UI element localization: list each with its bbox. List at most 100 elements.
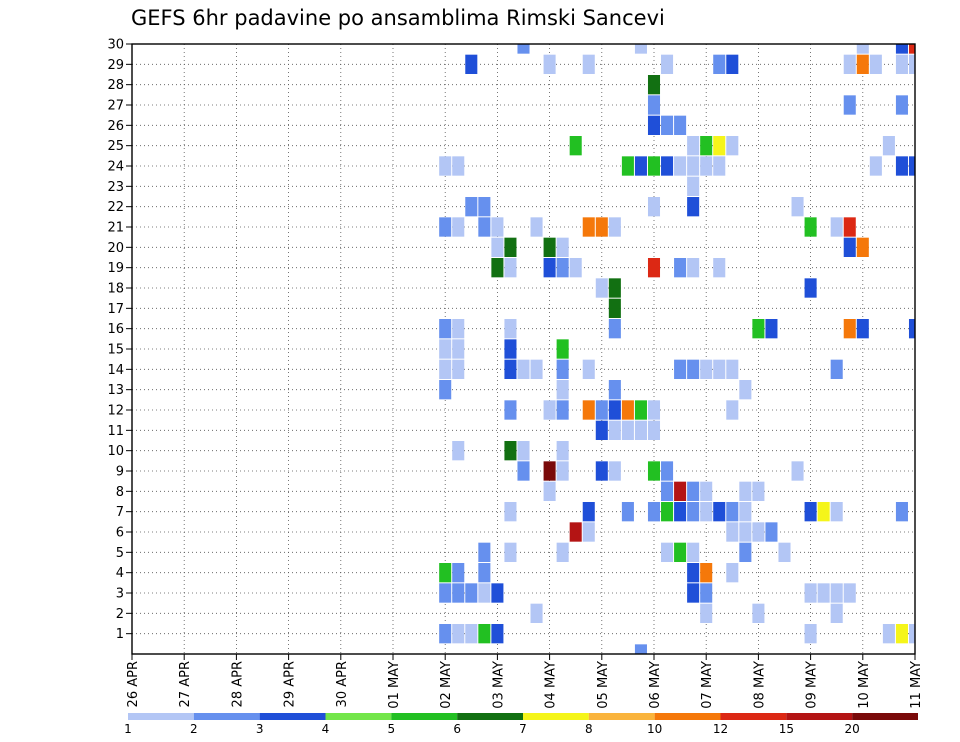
colorbar-label: 8: [585, 722, 593, 736]
precip-cell: [700, 563, 713, 583]
precip-cell: [439, 339, 452, 359]
precip-cell: [530, 217, 543, 237]
precip-cell: [543, 237, 556, 257]
colorbar-swatch: [654, 713, 721, 720]
precip-cell: [687, 502, 700, 522]
precip-cell: [621, 420, 634, 440]
y-tick-label: 15: [107, 343, 124, 358]
colorbar-swatch: [786, 713, 853, 720]
precip-cell: [674, 115, 687, 135]
precip-cell: [726, 359, 739, 379]
precip-cell: [621, 400, 634, 420]
precip-cell: [843, 583, 856, 603]
precip-cell: [556, 258, 569, 278]
precip-cell: [830, 502, 843, 522]
precip-cell: [687, 136, 700, 156]
precip-cell: [595, 400, 608, 420]
precip-cell: [452, 339, 465, 359]
precip-cell: [739, 481, 752, 501]
colorbar-label: 10: [647, 722, 662, 736]
y-axis-ticks: 1234567891011121314151617181920212223242…: [107, 38, 132, 642]
precip-cell: [661, 481, 674, 501]
precip-cell: [569, 522, 582, 542]
x-tick-label: 07 MAY: [700, 661, 715, 709]
precip-cell: [752, 603, 765, 623]
precip-cell: [895, 156, 908, 176]
colorbar-swatch: [128, 713, 194, 720]
precip-cell: [674, 502, 687, 522]
x-tick-label: 26 APR: [126, 661, 141, 707]
precip-cell: [674, 481, 687, 501]
precip-cell: [817, 583, 830, 603]
precip-cell: [661, 502, 674, 522]
precip-cell: [895, 502, 908, 522]
precip-cell: [687, 156, 700, 176]
precip-cell: [882, 136, 895, 156]
precip-cell: [752, 481, 765, 501]
x-tick-label: 04 MAY: [544, 661, 559, 709]
precip-cell: [543, 54, 556, 74]
precip-cell: [674, 359, 687, 379]
precip-cell: [647, 258, 661, 278]
x-tick-label: 09 MAY: [805, 661, 820, 709]
colorbar-swatch: [325, 713, 392, 720]
precip-cell: [608, 278, 621, 298]
precip-cell: [843, 237, 856, 257]
precip-cell: [634, 420, 647, 440]
y-tick-label: 18: [107, 282, 124, 297]
colorbar-swatch: [720, 713, 787, 720]
precip-cell: [843, 217, 856, 237]
precip-cell: [765, 522, 778, 542]
precip-cell: [439, 217, 452, 237]
y-tick-label: 28: [107, 78, 124, 93]
precip-cell: [595, 278, 608, 298]
precip-cell: [608, 400, 621, 420]
precip-cell: [556, 400, 569, 420]
precip-cell: [595, 217, 608, 237]
y-tick-label: 8: [116, 485, 124, 500]
precip-cell: [608, 319, 621, 339]
precip-cell: [895, 44, 908, 54]
precip-cell: [739, 380, 752, 400]
precip-cell: [478, 583, 491, 603]
y-tick-label: 19: [107, 261, 124, 276]
y-tick-label: 6: [116, 526, 124, 541]
precip-cell: [895, 624, 908, 644]
precip-cell: [556, 339, 569, 359]
precip-cell: [713, 359, 726, 379]
precip-cell: [647, 400, 661, 420]
precip-cell: [661, 461, 674, 481]
precip-cell: [582, 522, 595, 542]
precip-cell: [856, 54, 869, 74]
y-tick-label: 24: [107, 160, 124, 175]
precip-cell: [504, 339, 517, 359]
precip-cell: [700, 156, 713, 176]
precip-cell: [608, 420, 621, 440]
precip-cell: [687, 542, 700, 562]
precip-cell: [634, 400, 647, 420]
colorbar-swatch: [523, 713, 589, 720]
precip-cell: [700, 136, 713, 156]
precip-cell: [439, 380, 452, 400]
precip-cell: [465, 583, 478, 603]
precip-cell: [556, 542, 569, 562]
precip-cell: [452, 156, 465, 176]
precip-cell: [504, 542, 517, 562]
precip-cell: [517, 44, 530, 54]
precip-cell: [647, 420, 661, 440]
x-tick-label: 11 MAY: [909, 661, 924, 709]
precip-cell: [582, 217, 595, 237]
precip-cell: [439, 319, 452, 339]
precip-cell: [830, 583, 843, 603]
y-tick-label: 1: [116, 627, 124, 642]
precip-cell: [752, 522, 765, 542]
y-tick-label: 21: [107, 221, 124, 236]
y-tick-label: 5: [116, 546, 124, 561]
precip-cell: [465, 197, 478, 217]
precip-cell: [713, 54, 726, 74]
colorbar-label: 2: [190, 722, 198, 736]
precip-cell: [856, 44, 869, 54]
precip-cell: [882, 624, 895, 644]
precip-cell: [478, 624, 491, 644]
